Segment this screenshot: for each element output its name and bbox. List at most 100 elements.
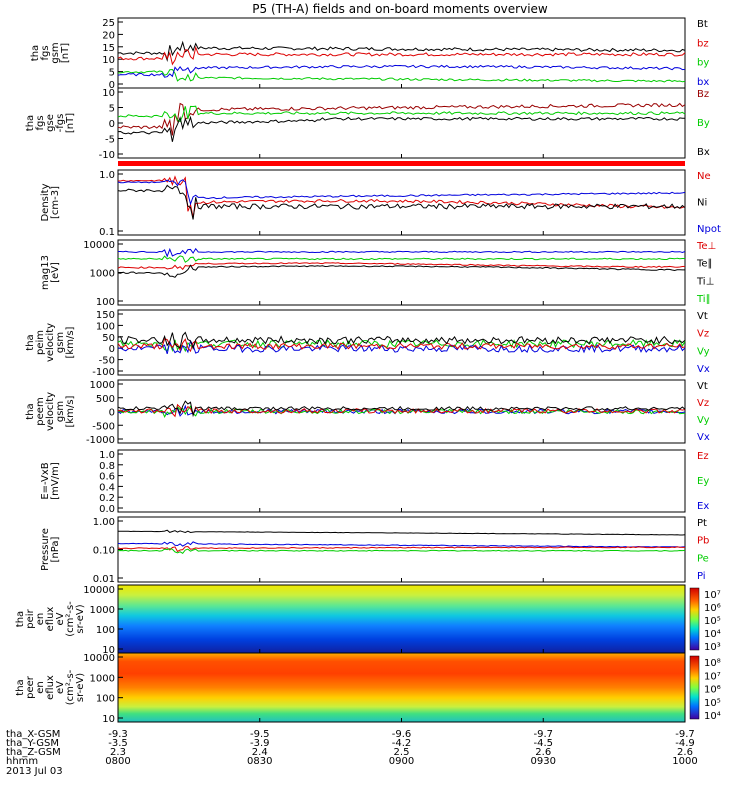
y-tick-label: 1000 [90,605,115,616]
y-tick-label: 1.0 [99,170,115,181]
colorbar-tick-label: 10⁶ [704,603,721,614]
series-Vz [117,403,686,418]
footer-value: -3.9 [250,738,270,749]
footer-value: 0900 [389,756,414,767]
y-axis-label: thapeerenefluxeV(cm²-s-sr-eV) [15,669,86,705]
y-tick-label: 1000 [90,673,115,684]
y-axis-label: Density[cm-3] [40,183,61,221]
y-tick-label: 20 [102,30,115,41]
y-axis-label: thafgsgsm[nT] [30,42,71,63]
y-axis-label: E=-VxB[mV/m] [40,462,61,500]
colorbar-tick-label: 10⁷ [704,590,721,601]
y-tick-label: 1000 [90,380,115,391]
legend-Te∥: Te∥ [696,259,713,270]
y-tick-label: -500 [92,421,115,432]
footer-value: -4.5 [533,738,553,749]
footer-value: 2.6 [677,747,693,758]
y-tick-label: 0.10 [93,546,115,557]
y-tick-label: 1.00 [93,517,115,528]
y-axis-label: mag13[eV] [40,255,61,290]
legend-Vz: Vz [697,398,709,409]
colorbar-tick-label: 10⁷ [704,671,721,682]
y-tick-label: 5 [109,104,115,115]
series-Ti-par [117,255,685,263]
legend-Vy: Vy [697,346,710,357]
y-tick-label: 10000 [83,585,115,596]
y-axis-label: thapeimvelocitygsm[km/s] [25,323,76,362]
series-Bx [117,115,686,142]
colorbar-tick-label: 10⁴ [704,629,721,640]
quality-flag-bar [118,161,685,166]
y-axis-label: thapeirenefluxeV(cm²-s-sr-eV) [15,601,86,637]
series-Ti [118,247,686,258]
y-tick-label: -1000 [86,435,115,446]
footer-value: -4.9 [675,738,695,749]
legend-Pi: Pi [697,571,706,582]
legend-Bz: Bz [697,89,709,100]
y-tick-label: 50 [102,333,115,344]
y-tick-label: 10000 [83,240,115,251]
colorbar-tick-label: 10⁵ [704,616,721,627]
footer-value: 0800 [105,756,130,767]
colorbar [689,655,700,720]
footer-value: -3.5 [108,738,128,749]
y-tick-label: 0 [109,80,115,91]
legend-Vz: Vz [697,329,709,340]
legend-Pt: Pt [697,518,707,529]
legend-Ey: Ey [697,476,709,487]
legend-bx: bx [697,77,709,88]
y-tick-label: 0.0 [99,504,115,515]
panel-frame [117,17,686,89]
spectrogram-image [118,653,685,722]
legend-Vt: Vt [697,311,708,322]
series-bx [117,64,686,78]
legend-Ti⊥: Ti⊥ [696,276,714,287]
footer-value: -9.7 [675,729,695,740]
colorbar-tick-label: 10⁵ [704,698,721,709]
legend-bz: bz [697,38,709,49]
colorbar-tick-label: 10³ [704,642,721,653]
y-tick-label: 100 [96,625,115,636]
legend-Vy: Vy [697,415,710,426]
series-Vt [117,400,686,418]
legend-Bx: Bx [697,147,710,158]
legend-Ti∥: Ti∥ [696,294,711,305]
panel-temperature: 10000 1000 100 mag13[eV] Te⊥ Te∥ Ti⊥ Ti∥ [40,239,716,308]
footer-row-label: hhmm [6,756,38,767]
y-tick-label: 100 [96,694,115,705]
footer-row-label: tha_X-GSM [6,729,60,740]
series-Te-perp [117,262,686,271]
y-axis-label: thapeemvelocitygsm[km/s] [25,392,76,431]
footer-value: 0930 [531,756,556,767]
y-tick-label: 10 [102,645,115,656]
series-Npot [117,179,686,206]
y-tick-label: 100 [96,321,115,332]
panel-fgs_gse: 10 5 0 -5 -10 thafgsgse-fgs[nT] Bz By Bx [25,87,710,161]
y-tick-label: 0.4 [99,482,115,493]
legend-Ex: Ex [697,501,709,512]
legend-Ne: Ne [697,171,711,182]
footer-row-label: tha_Y-GSM [6,738,59,749]
series-By [117,105,686,123]
panel-frame [117,239,686,306]
series-Bz [117,102,686,136]
y-tick-label: 0.8 [99,461,115,472]
y-tick-label: 0 [109,408,115,419]
series-bz [117,45,686,66]
series-Vt [117,331,686,351]
footer-value: -4.2 [392,738,412,749]
series-Pb [117,545,685,553]
legend-Vx: Vx [697,432,710,443]
y-tick-label: 5 [109,68,115,79]
y-tick-label: 0.2 [99,493,115,504]
y-tick-label: 0.6 [99,472,115,483]
y-tick-label: 0 [109,119,115,130]
y-tick-label: 500 [96,394,115,405]
y-tick-label: 0.01 [93,574,115,585]
footer-value: -9.6 [392,729,412,740]
plot-title: P5 (TH-A) fields and on-board moments ov… [252,2,548,16]
panel-peer_spectrogram: 10⁸ 10⁷ 10⁶ 10⁵ 10⁴ 10000 1000 100 10 thapeerenef… [15,652,721,725]
